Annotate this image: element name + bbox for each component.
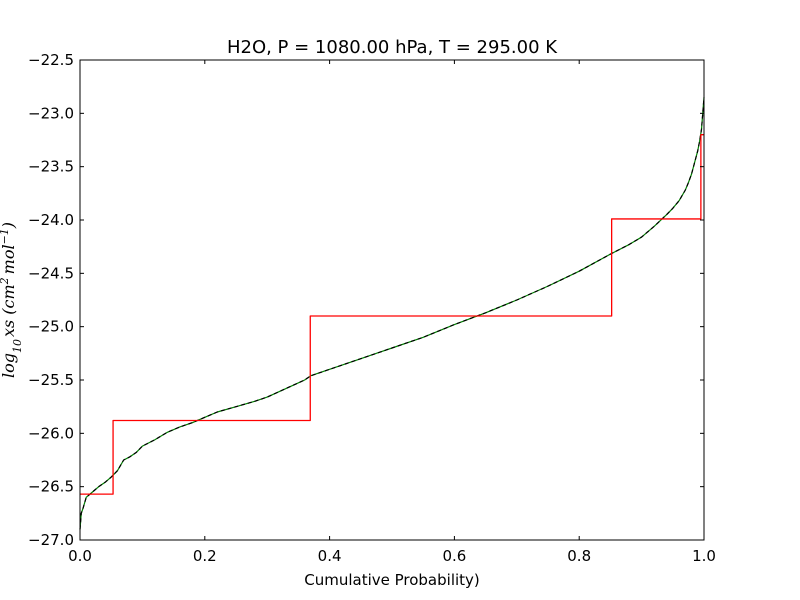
x-tick-label: 0.2	[193, 547, 217, 565]
series-line-2	[80, 134, 704, 495]
y-tick-label: −22.5	[28, 51, 74, 69]
x-tick-label: 0.4	[318, 547, 342, 565]
x-tick-label: 0.0	[68, 547, 92, 565]
y-axis-label: log10 xs (cm2 mol−1)	[0, 222, 24, 378]
y-axis-label-mid: xs (cm	[0, 284, 18, 337]
x-axis-label: Cumulative Probability)	[304, 571, 480, 589]
y-axis-label-sup2: −1	[0, 228, 11, 244]
y-tick-label: −26.0	[28, 424, 74, 442]
y-axis-label-sup1: 2	[0, 277, 11, 285]
y-tick-label: −27.0	[28, 531, 74, 549]
chart-title: H2O, P = 1080.00 hPa, T = 295.00 K	[227, 37, 558, 58]
y-tick-label: −25.5	[28, 371, 74, 389]
y-axis-label-mid2: mol	[0, 244, 18, 274]
y-tick-label: −23.5	[28, 158, 74, 176]
x-tick-label: 0.6	[442, 547, 466, 565]
y-axis-label-prefix: log	[0, 353, 18, 378]
y-axis: −27.0 −26.5 −26.0 −25.5 −25.0 −24.5 −24.0 −23.5…	[28, 51, 704, 549]
plot-frame	[79, 59, 705, 541]
y-tick-label: −24.5	[28, 264, 74, 282]
series-line-1	[79, 97, 705, 530]
y-tick-label: −25.0	[28, 318, 74, 336]
y-axis-label-sub: 10	[11, 339, 24, 353]
y-axis-label-suffix: )	[0, 222, 18, 229]
y-tick-label: −24.0	[28, 211, 74, 229]
y-tick-label: −26.5	[28, 478, 74, 496]
x-tick-label: 1.0	[692, 547, 716, 565]
x-tick-label: 0.8	[567, 547, 591, 565]
x-axis: 0.0 0.2 0.4 0.6 0.8 1.0	[68, 60, 716, 565]
series-layer	[79, 97, 705, 530]
y-tick-label: −23.0	[28, 104, 74, 122]
